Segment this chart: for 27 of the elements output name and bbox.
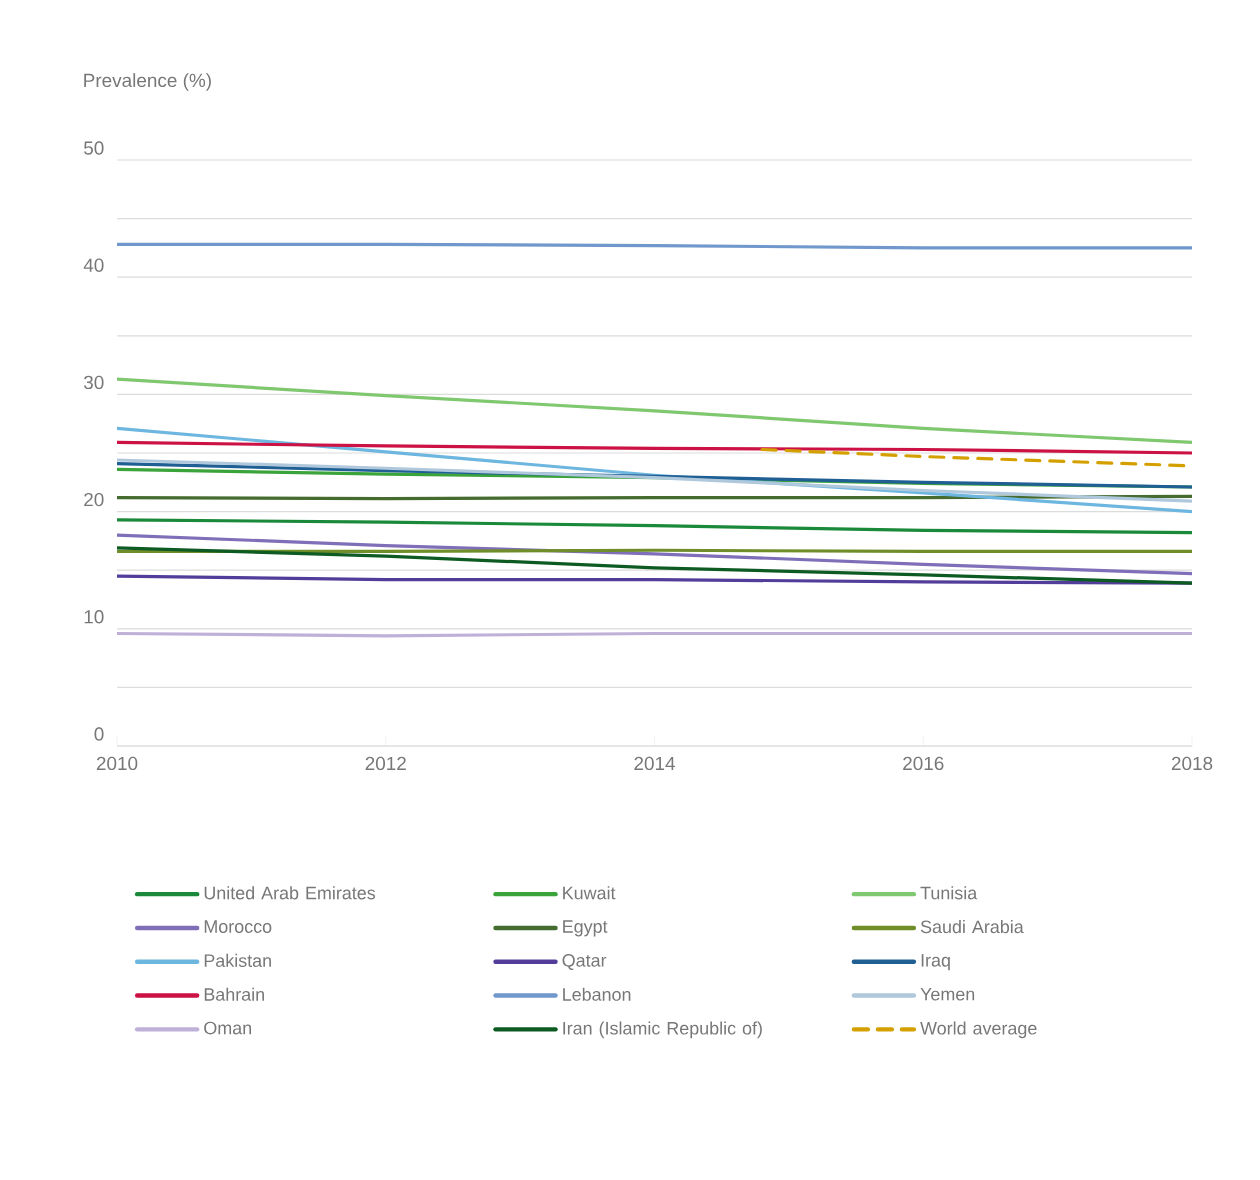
legend-label: Iraq bbox=[921, 954, 950, 971]
legend-label: Saudi Arabia bbox=[920, 920, 1024, 934]
y-tick-label: 50 bbox=[83, 141, 104, 155]
legend-label: Qatar bbox=[562, 954, 607, 970]
legend-label: Oman bbox=[204, 1021, 252, 1035]
x-tick-label: 2014 bbox=[634, 756, 675, 771]
y-tick-label: 10 bbox=[84, 610, 104, 624]
legend-label: Morocco bbox=[204, 920, 272, 933]
y-tick-label: 30 bbox=[83, 375, 104, 390]
legend-label: Pakistan bbox=[204, 953, 271, 968]
legend-label: Iran (Islamic Republic of) bbox=[563, 1021, 762, 1039]
x-tick-label: 2012 bbox=[365, 756, 406, 771]
legend-label: Yemen bbox=[920, 987, 975, 1001]
x-tick-label: 2010 bbox=[96, 756, 138, 771]
x-tick-label: 2018 bbox=[1171, 756, 1213, 771]
y-tick-label: 0 bbox=[94, 727, 104, 741]
legend-label: United Arab Emirates bbox=[204, 886, 376, 900]
legend-label: Tunisia bbox=[920, 886, 978, 900]
y-tick-label: 20 bbox=[84, 492, 104, 507]
y-axis-title: Prevalence (%) bbox=[84, 73, 211, 91]
x-tick-label: 2016 bbox=[903, 756, 944, 771]
legend-label: Kuwait bbox=[563, 886, 616, 900]
legend-label: World average bbox=[920, 1021, 1037, 1039]
legend-label: Egypt bbox=[563, 920, 608, 937]
y-tick-label: 40 bbox=[83, 258, 104, 272]
legend-label: Lebanon bbox=[563, 987, 631, 1001]
legend-label: Bahrain bbox=[204, 987, 264, 1001]
